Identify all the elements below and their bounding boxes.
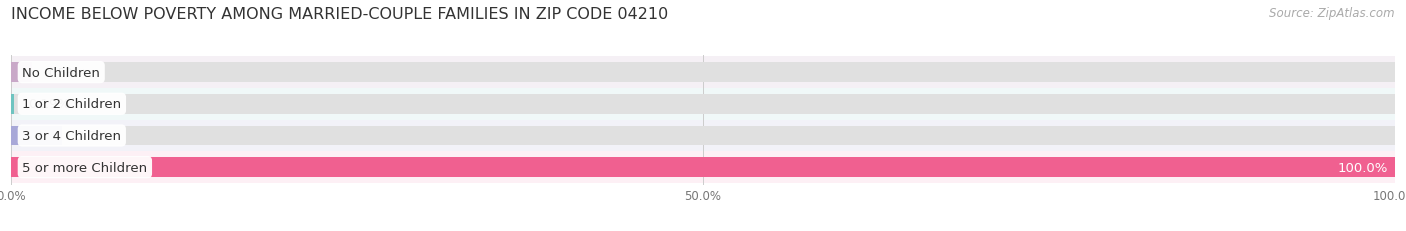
Text: 0.19%: 0.19% (28, 98, 70, 111)
Text: Source: ZipAtlas.com: Source: ZipAtlas.com (1270, 7, 1395, 20)
Text: 1.5%: 1.5% (46, 66, 80, 79)
Bar (11, 152, 1395, 183)
Bar (11, 63, 32, 82)
Bar (11, 88, 1395, 120)
Bar (11, 126, 62, 146)
Bar (11, 94, 14, 114)
Text: 3.7%: 3.7% (76, 129, 110, 142)
Text: 3 or 4 Children: 3 or 4 Children (22, 129, 121, 142)
Text: No Children: No Children (22, 66, 100, 79)
Text: 100.0%: 100.0% (1337, 161, 1388, 174)
Bar (11, 94, 1395, 114)
Bar (11, 63, 1395, 82)
Bar (11, 57, 1395, 88)
Text: 5 or more Children: 5 or more Children (22, 161, 148, 174)
Text: INCOME BELOW POVERTY AMONG MARRIED-COUPLE FAMILIES IN ZIP CODE 04210: INCOME BELOW POVERTY AMONG MARRIED-COUPL… (11, 7, 668, 22)
Bar (11, 158, 1395, 177)
Bar (11, 126, 1395, 146)
Text: 1 or 2 Children: 1 or 2 Children (22, 98, 121, 111)
Bar (11, 158, 1395, 177)
Bar (11, 120, 1395, 152)
